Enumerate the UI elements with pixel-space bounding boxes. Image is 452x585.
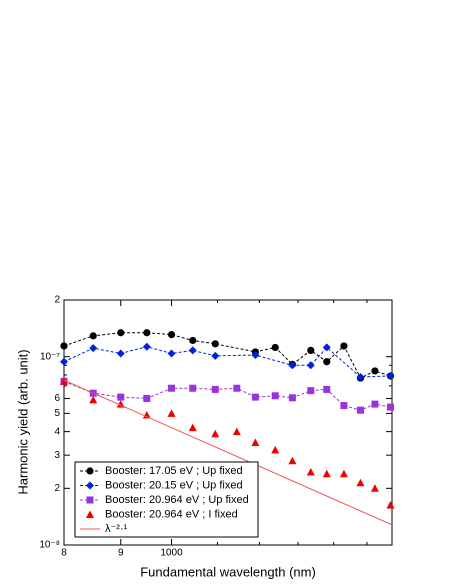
marker <box>323 385 331 393</box>
marker <box>168 384 176 392</box>
marker <box>340 342 348 350</box>
legend-label: Booster: 17.05 eV ; Up fixed <box>105 465 243 477</box>
marker <box>233 384 241 392</box>
y-tick-label: 5 <box>54 408 60 419</box>
marker <box>370 484 379 492</box>
y-tick-label: 2 <box>54 295 60 306</box>
marker <box>339 469 348 478</box>
x-tick-label: 8 <box>61 548 67 559</box>
marker <box>60 342 68 350</box>
legend-box <box>74 461 259 538</box>
y-tick-label: 2 <box>54 483 60 494</box>
marker <box>271 343 279 352</box>
marker <box>211 385 219 393</box>
marker <box>116 349 125 358</box>
y-tick-label: 6 <box>54 393 60 404</box>
series-line <box>63 380 391 411</box>
marker <box>356 406 364 414</box>
y-axis-label: Harmonic yield (arb. unit) <box>15 349 30 494</box>
marker <box>86 481 94 490</box>
marker <box>143 329 151 337</box>
marker <box>322 469 331 478</box>
legend-label: Booster: 20.964 eV ; I fixed <box>105 508 238 520</box>
marker <box>386 371 395 380</box>
marker <box>86 510 94 518</box>
marker <box>189 384 197 392</box>
marker <box>60 357 68 366</box>
series-line <box>63 346 391 378</box>
marker <box>167 409 176 417</box>
marker <box>386 501 395 509</box>
marker <box>251 393 259 401</box>
marker <box>306 361 315 370</box>
plot-frame <box>63 299 393 546</box>
marker <box>232 427 241 436</box>
series-line <box>63 379 393 526</box>
y-tick-label: 3 <box>54 450 60 461</box>
marker <box>288 394 296 402</box>
marker <box>86 467 94 475</box>
x-axis-label: Fundamental wavelength (nm) <box>140 564 316 579</box>
marker <box>323 358 331 366</box>
marker <box>142 411 151 419</box>
marker <box>167 349 176 358</box>
marker <box>188 423 197 432</box>
marker <box>211 340 219 348</box>
marker <box>211 429 220 438</box>
marker <box>356 373 365 382</box>
legend-label: Booster: 20.15 eV ; Up fixed <box>105 479 243 491</box>
marker <box>117 393 125 401</box>
marker <box>143 394 151 402</box>
marker <box>307 387 315 395</box>
y-tick-label: 10⁻⁸ <box>39 540 60 551</box>
y-tick-label: 4 <box>54 426 60 437</box>
marker <box>322 343 331 352</box>
marker <box>340 402 348 410</box>
marker <box>356 478 365 487</box>
marker <box>86 496 94 504</box>
marker <box>89 344 98 353</box>
marker <box>60 377 68 385</box>
marker <box>306 468 315 476</box>
marker <box>251 438 260 447</box>
series-line <box>63 332 391 379</box>
marker <box>307 346 315 354</box>
legend-label: λ⁻²·¹ <box>105 523 128 535</box>
marker <box>288 361 297 370</box>
x-tick-label: 1000 <box>160 548 183 559</box>
marker <box>167 331 176 339</box>
marker <box>271 392 279 400</box>
y-tick-label: 10⁻⁷ <box>40 351 60 362</box>
x-tick-label: 9 <box>118 548 124 559</box>
marker <box>211 351 220 360</box>
marker <box>271 445 280 454</box>
marker <box>288 456 297 465</box>
marker <box>371 400 379 408</box>
legend-label: Booster: 20.964 eV ; Up fixed <box>105 494 249 506</box>
marker <box>251 351 260 360</box>
marker <box>142 342 151 351</box>
marker <box>371 367 379 375</box>
marker <box>386 403 394 411</box>
marker <box>89 332 97 340</box>
marker <box>189 336 197 345</box>
marker <box>117 329 125 337</box>
marker <box>89 395 98 404</box>
marker <box>188 346 197 355</box>
